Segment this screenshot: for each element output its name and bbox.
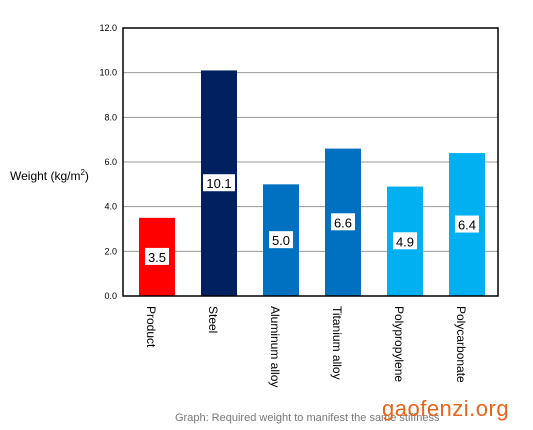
chart-caption: Graph: Required weight to manifest the s… — [175, 412, 440, 424]
data-label: 10.1 — [206, 176, 231, 191]
y-axis-label-superscript: 2 — [80, 168, 85, 177]
data-label: 6.4 — [458, 218, 476, 233]
y-tick-label: 2.0 — [104, 246, 117, 256]
y-tick-label: 10.0 — [99, 68, 117, 78]
plot-frame — [122, 27, 499, 297]
y-tick-label: 4.0 — [104, 202, 117, 212]
y-axis-label-close: ) — [85, 169, 89, 183]
data-label: 4.9 — [396, 234, 414, 249]
data-label-box — [393, 232, 417, 250]
data-label-box — [331, 213, 355, 231]
data-label: 3.5 — [148, 250, 166, 265]
y-tick-label: 12.0 — [99, 23, 117, 33]
x-tick-label: Product — [144, 306, 158, 348]
y-axis-label: Weight (kg/m2) — [10, 168, 89, 183]
y-axis-tick-labels: 0.0 2.0 4.0 6.0 8.0 10.0 12.0 — [99, 23, 117, 301]
data-label: 6.6 — [334, 215, 352, 230]
x-tick-label: Polypropylene — [392, 306, 406, 382]
data-label-box — [145, 247, 169, 265]
data-label-box — [269, 231, 293, 249]
x-tick-label: Steel — [206, 306, 220, 333]
data-label: 5.0 — [272, 233, 290, 248]
gridlines — [123, 72, 498, 252]
data-label-box — [455, 215, 479, 233]
x-tick-label: Titanium alloy — [330, 306, 344, 380]
watermark: gaofenzi.org — [382, 396, 510, 421]
x-tick-label: Polycarbonate — [454, 306, 468, 383]
bars: 3.5 10.1 5.0 6.6 4.9 6.4 — [139, 70, 485, 296]
y-tick-label: 6.0 — [104, 157, 117, 167]
y-tick-label: 0.0 — [104, 291, 117, 301]
y-tick-label: 8.0 — [104, 112, 117, 122]
y-axis-label-main: Weight (kg/m — [10, 169, 80, 183]
data-label-box — [203, 174, 235, 192]
x-axis-tick-labels: Product Steel Aluminum alloy Titanium alloy… — [144, 306, 468, 387]
x-tick-label: Aluminum alloy — [268, 306, 282, 387]
